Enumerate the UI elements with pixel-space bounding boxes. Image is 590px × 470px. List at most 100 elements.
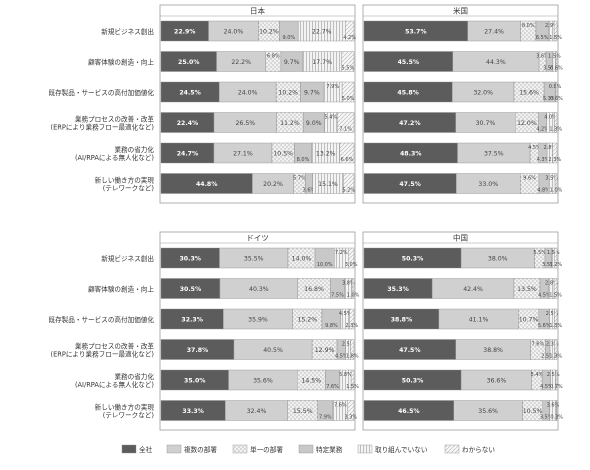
data-label: 1.8% [346, 354, 359, 360]
data-label: 1.5% [548, 54, 561, 60]
legend-swatch [444, 444, 460, 454]
data-label: 3.6% [303, 188, 316, 194]
data-label: 24.0% [238, 90, 258, 97]
data-label: 47.5% [399, 347, 420, 354]
data-label: 1.5% [547, 250, 560, 256]
data-label: 47.5% [399, 181, 420, 188]
data-label: 2.3% [546, 342, 559, 348]
data-label: 1.0% [347, 293, 360, 299]
category-label: 新しい働き方の実現(テレワークなど) [95, 176, 155, 193]
data-label: 2.8% [545, 281, 558, 287]
data-label: 1.3% [549, 323, 562, 329]
data-label: 44.8% [196, 181, 217, 188]
data-label: 14.0% [292, 256, 312, 263]
data-label: 15.6% [519, 90, 539, 97]
legend-item: 特定業務 [298, 444, 343, 454]
bar-segment [555, 51, 558, 72]
bar-segment [555, 81, 558, 103]
data-label: 3.3% [344, 415, 357, 421]
data-label: 7.6% [326, 384, 339, 390]
data-label: 33.3% [182, 408, 203, 415]
legend-swatch [121, 444, 137, 454]
data-label: 36.6% [487, 378, 507, 385]
data-label: 15.1% [318, 181, 338, 188]
data-label: 15.5% [293, 408, 313, 415]
bar-segment [554, 339, 558, 360]
data-label: 9.0% [306, 120, 322, 127]
bar-segment [350, 339, 355, 360]
data-label: 48.3% [400, 151, 421, 158]
data-label: 1.5% [549, 293, 562, 299]
data-label: 22.4% [177, 120, 198, 127]
data-label: 26.5% [235, 120, 255, 127]
category-label: 新しい働き方の実現(テレワークなど) [95, 403, 155, 420]
data-label: 16.8% [304, 286, 324, 293]
data-label: 11.2% [280, 120, 300, 127]
bar-segment [345, 20, 355, 42]
legend-item: 取り組んでいない [357, 444, 428, 454]
data-label: 13.2% [316, 151, 336, 158]
category-label: 顧客体験の創造・向上 [88, 58, 154, 67]
data-label: 12.0% [517, 120, 537, 127]
bar-segment [351, 278, 355, 299]
data-label: 7.6% [334, 403, 347, 409]
data-label: 4.2% [343, 35, 356, 41]
data-label: 2.9% [545, 23, 558, 29]
data-label: 14.5% [301, 378, 321, 385]
category-label: 新規ビジネス創出 [101, 254, 154, 263]
data-label: 24.7% [177, 151, 198, 158]
data-label: 38.8% [391, 317, 412, 324]
data-label: 45.5% [398, 59, 419, 66]
data-label: 37.5% [484, 151, 504, 158]
data-label: 9.6% [523, 176, 536, 182]
data-label: 47.2% [399, 120, 420, 127]
data-label: 22.2% [231, 59, 251, 66]
data-label: 0.6% [550, 96, 563, 102]
legend-item: 全社 [121, 444, 153, 454]
data-label: 5.4% [531, 372, 544, 378]
legend-label: わからない [462, 446, 495, 454]
legend-swatch [357, 444, 373, 454]
data-label: 4.5% [528, 145, 541, 151]
data-label: 8.0% [522, 23, 535, 29]
data-label: 4.0% [544, 115, 557, 121]
data-label: 22.9% [174, 29, 195, 36]
data-label: 7.2% [335, 250, 348, 256]
data-label: 0.3% [550, 415, 563, 421]
data-label: 15.2% [297, 317, 317, 324]
data-label: 4.5% [538, 293, 551, 299]
data-label: 13.5% [517, 286, 537, 293]
data-label: 32.0% [473, 90, 493, 97]
data-label: 5.3% [543, 96, 556, 102]
data-label: 53.7% [405, 29, 426, 36]
data-label: 7.6% [532, 342, 545, 348]
data-label: 4.5% [335, 354, 348, 360]
data-label: 35.6% [478, 408, 498, 415]
data-label: 27.1% [233, 151, 253, 158]
panel-title: 中国 [453, 233, 468, 243]
legend-swatch [298, 444, 314, 454]
data-label: 2.5% [342, 342, 355, 348]
data-label: 17.7% [312, 59, 332, 66]
data-label: 1.0% [550, 188, 563, 194]
data-label: 32.3% [181, 317, 202, 324]
data-label: 7.1% [339, 127, 352, 133]
legend-label: 全社 [139, 445, 153, 454]
data-label: 50.3% [402, 256, 423, 263]
data-label: 3.5% [545, 176, 558, 182]
data-label: 20.2% [263, 181, 283, 188]
legend-label: 複数の部署 [184, 445, 217, 454]
legend-swatch [232, 444, 248, 454]
data-label: 30.5% [180, 286, 201, 293]
data-label: 5.8% [339, 372, 352, 378]
data-label: 42.4% [463, 286, 483, 293]
data-label: 8.0% [297, 157, 310, 163]
data-label: 3.6% [536, 54, 549, 60]
bar-segment [556, 400, 558, 421]
data-label: 1.3% [549, 127, 562, 133]
data-label: 41.1% [469, 317, 489, 324]
data-label: 5.5% [533, 250, 546, 256]
data-label: 24.0% [224, 29, 244, 36]
